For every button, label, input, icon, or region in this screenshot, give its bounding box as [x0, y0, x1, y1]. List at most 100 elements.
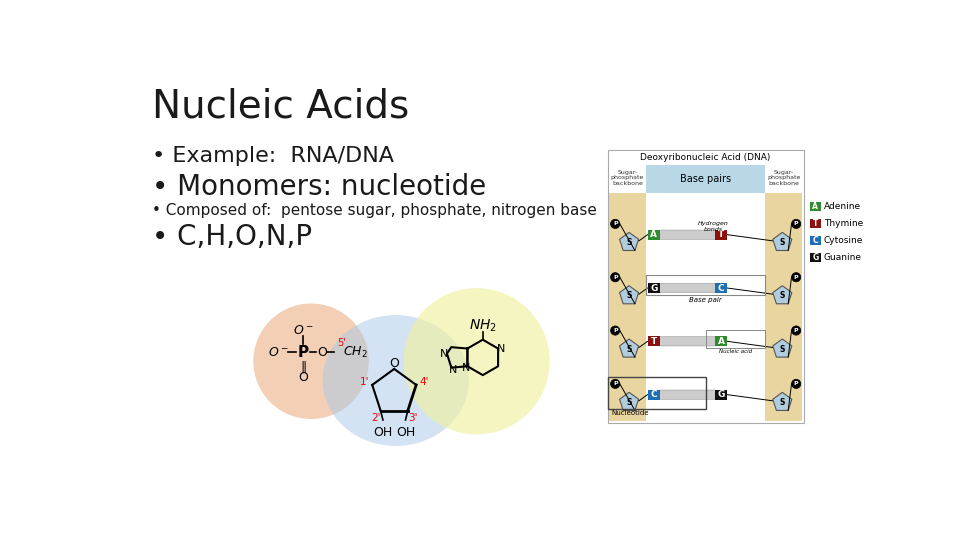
Text: T: T [813, 219, 818, 228]
Text: Guanine: Guanine [824, 253, 862, 262]
Circle shape [611, 326, 620, 335]
Text: $O^-$: $O^-$ [293, 324, 314, 337]
FancyBboxPatch shape [609, 193, 646, 421]
Polygon shape [619, 339, 638, 357]
FancyBboxPatch shape [810, 236, 821, 245]
Circle shape [611, 273, 620, 282]
Text: Base pair: Base pair [689, 297, 722, 303]
Text: Base pairs: Base pairs [680, 174, 732, 184]
Text: S: S [780, 345, 785, 354]
Polygon shape [773, 393, 792, 410]
Text: P: P [612, 381, 617, 386]
Text: Nucleotide: Nucleotide [612, 410, 649, 416]
Circle shape [792, 219, 801, 228]
FancyBboxPatch shape [646, 193, 765, 421]
Text: G: G [650, 284, 658, 293]
Text: A: A [812, 202, 818, 211]
FancyBboxPatch shape [715, 336, 728, 346]
Circle shape [792, 326, 801, 335]
Ellipse shape [323, 315, 468, 446]
FancyBboxPatch shape [648, 230, 660, 240]
Text: Adenine: Adenine [824, 202, 861, 211]
Text: OH: OH [396, 426, 415, 439]
FancyBboxPatch shape [646, 165, 765, 193]
FancyBboxPatch shape [659, 337, 716, 346]
Polygon shape [773, 232, 792, 251]
Text: C: C [650, 390, 657, 399]
Text: 1': 1' [359, 377, 369, 387]
Text: S: S [780, 398, 785, 407]
Text: P: P [794, 328, 799, 333]
Text: $NH_2$: $NH_2$ [468, 318, 496, 334]
Text: S: S [780, 291, 785, 300]
FancyBboxPatch shape [648, 283, 660, 293]
FancyBboxPatch shape [659, 390, 716, 399]
Polygon shape [619, 232, 638, 251]
Text: S: S [780, 238, 785, 247]
Text: N: N [440, 348, 448, 359]
FancyBboxPatch shape [810, 219, 821, 228]
Text: Cytosine: Cytosine [824, 236, 863, 245]
Text: T: T [718, 230, 724, 239]
Text: G: G [717, 390, 725, 399]
FancyBboxPatch shape [810, 202, 821, 211]
Text: P: P [612, 275, 617, 280]
Text: $\|$: $\|$ [300, 360, 306, 375]
Text: 5': 5' [338, 338, 347, 348]
Text: • Monomers: nucleotide: • Monomers: nucleotide [152, 173, 486, 200]
FancyBboxPatch shape [765, 193, 803, 421]
Text: A: A [717, 337, 725, 346]
Text: S: S [626, 238, 632, 247]
Circle shape [792, 273, 801, 282]
Ellipse shape [253, 303, 369, 419]
Circle shape [611, 379, 620, 388]
FancyBboxPatch shape [715, 230, 728, 240]
Text: • Composed of:  pentose sugar, phosphate, nitrogen base: • Composed of: pentose sugar, phosphate,… [152, 204, 596, 218]
Circle shape [792, 379, 801, 388]
Text: 3': 3' [408, 413, 418, 423]
Text: 4': 4' [420, 377, 429, 387]
Text: $CH_2$: $CH_2$ [344, 345, 368, 360]
Text: P: P [298, 345, 309, 360]
FancyBboxPatch shape [608, 150, 804, 423]
Polygon shape [619, 393, 638, 410]
Polygon shape [773, 286, 792, 304]
Text: P: P [794, 275, 799, 280]
Text: P: P [612, 221, 617, 226]
Text: Deoxyribonucleic Acid (DNA): Deoxyribonucleic Acid (DNA) [640, 153, 771, 161]
Text: Sugar-
phosphate
backbone: Sugar- phosphate backbone [611, 170, 644, 186]
Text: A: A [650, 230, 658, 239]
Text: S: S [626, 398, 632, 407]
Polygon shape [773, 339, 792, 357]
Text: S: S [626, 345, 632, 354]
FancyBboxPatch shape [715, 390, 728, 400]
Text: C: C [812, 236, 818, 245]
Text: N: N [448, 365, 457, 375]
Text: P: P [612, 328, 617, 333]
Text: N: N [462, 363, 470, 373]
Polygon shape [619, 286, 638, 304]
Text: Nucleic acid: Nucleic acid [719, 349, 752, 354]
Text: Sugar-
phosphate
backbone: Sugar- phosphate backbone [767, 170, 801, 186]
Text: O: O [299, 371, 308, 384]
Text: G: G [812, 253, 819, 262]
Text: C: C [718, 284, 725, 293]
FancyBboxPatch shape [648, 390, 660, 400]
Text: P: P [794, 381, 799, 386]
FancyBboxPatch shape [715, 283, 728, 293]
Text: $O^-$: $O^-$ [269, 346, 289, 359]
Text: P: P [794, 221, 799, 226]
FancyBboxPatch shape [659, 284, 716, 293]
Text: Nucleic Acids: Nucleic Acids [152, 88, 409, 126]
Text: Hydrogen
bonds: Hydrogen bonds [698, 221, 729, 232]
Text: O: O [317, 346, 326, 359]
Text: T: T [651, 337, 657, 346]
Text: • C,H,O,N,P: • C,H,O,N,P [152, 222, 312, 251]
Text: Thymine: Thymine [824, 219, 863, 228]
FancyBboxPatch shape [810, 253, 821, 262]
Text: O: O [389, 357, 399, 370]
FancyBboxPatch shape [659, 230, 716, 239]
Text: S: S [626, 291, 632, 300]
Text: OH: OH [373, 426, 393, 439]
Text: • Example:  RNA/DNA: • Example: RNA/DNA [152, 146, 394, 166]
